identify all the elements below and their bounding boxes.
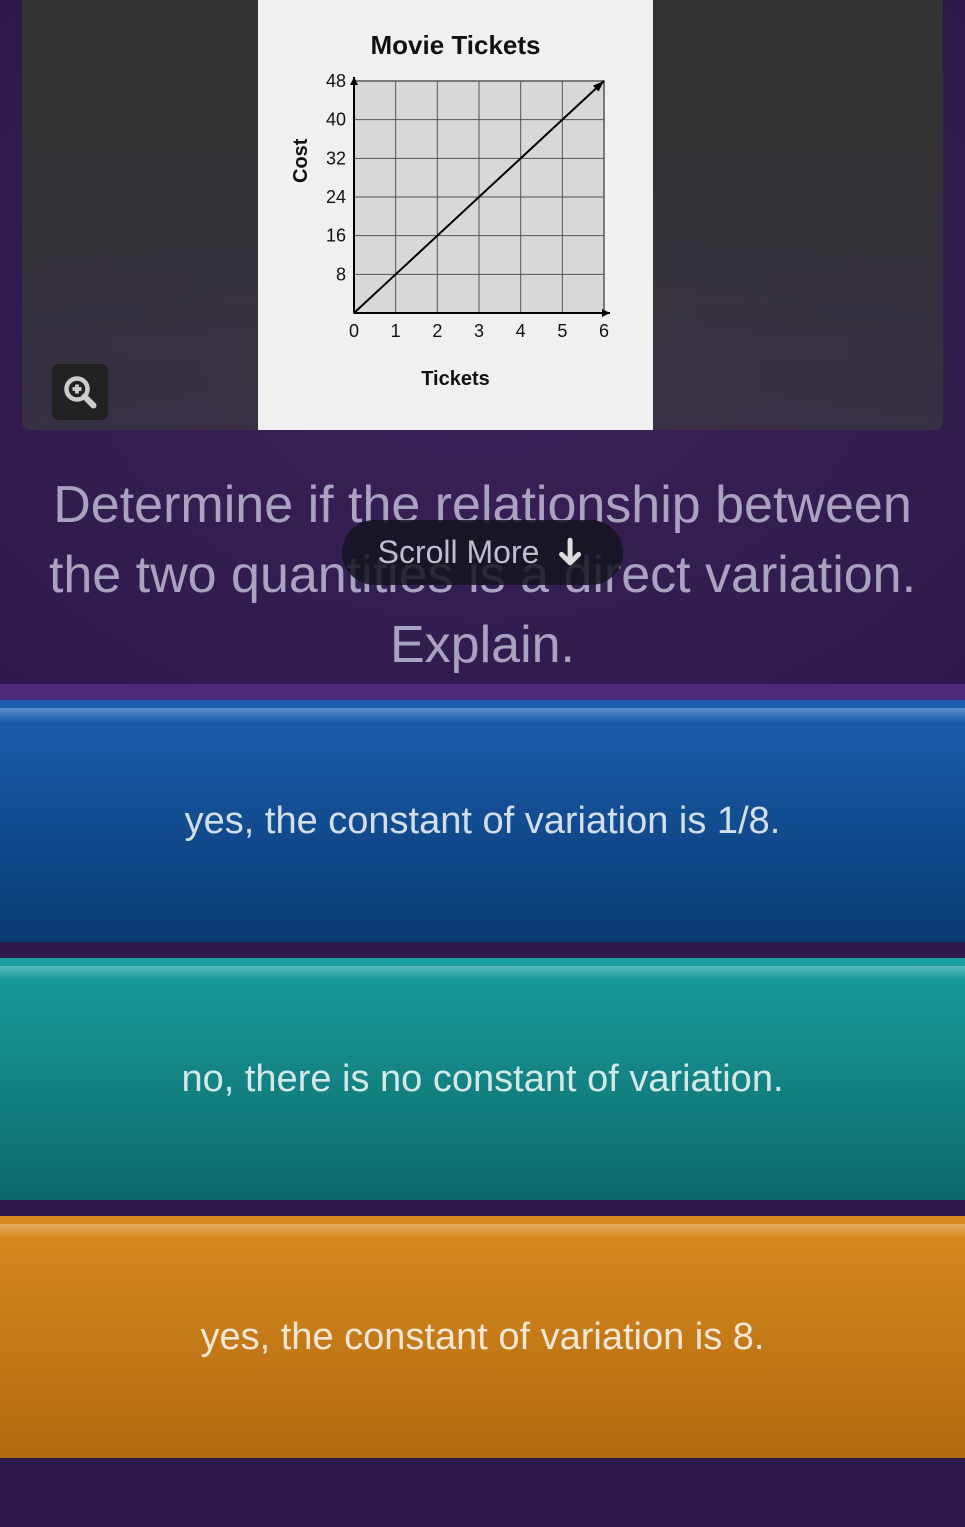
svg-text:4: 4 (515, 321, 525, 341)
chart-image: Movie Tickets Cost 0 1 2 3 4 5 6 8 16 24 32 40 48 Ti… (258, 0, 653, 430)
answer-option-1[interactable]: yes, the constant of variation is 1/8. (0, 700, 965, 942)
answer-gap (0, 684, 965, 700)
chart-card: Movie Tickets Cost 0 1 2 3 4 5 6 8 16 24 32 40 48 Ti… (22, 0, 943, 430)
chart-svg: 0 1 2 3 4 5 6 8 16 24 32 40 48 (296, 73, 616, 353)
arrow-down-icon (553, 536, 587, 570)
svg-text:1: 1 (390, 321, 400, 341)
answers-container: yes, the constant of variation is 1/8. n… (0, 684, 965, 1527)
svg-text:8: 8 (335, 264, 345, 284)
svg-text:24: 24 (325, 187, 345, 207)
answer-text: no, there is no constant of variation. (181, 1058, 783, 1101)
scroll-more-label: Scroll More (378, 534, 540, 571)
svg-text:5: 5 (557, 321, 567, 341)
answer-option-3[interactable]: yes, the constant of variation is 8. (0, 1216, 965, 1458)
zoom-button[interactable] (52, 364, 108, 420)
svg-text:0: 0 (348, 321, 358, 341)
svg-text:2: 2 (432, 321, 442, 341)
svg-text:6: 6 (598, 321, 608, 341)
chart-title: Movie Tickets (370, 30, 540, 61)
question-area: Movie Tickets Cost 0 1 2 3 4 5 6 8 16 24 32 40 48 Ti… (0, 0, 965, 684)
zoom-in-icon (62, 374, 98, 410)
svg-text:48: 48 (325, 73, 345, 91)
chart-xlabel: Tickets (296, 368, 616, 391)
answer-text: yes, the constant of variation is 1/8. (185, 800, 781, 843)
svg-text:3: 3 (473, 321, 483, 341)
svg-text:32: 32 (325, 148, 345, 168)
chart-plot: Cost 012345681624324048 Tickets (296, 73, 616, 353)
scroll-more-button[interactable]: Scroll More (342, 520, 624, 585)
answer-text: yes, the constant of variation is 8. (201, 1316, 765, 1359)
chart-ylabel: Cost (290, 139, 313, 183)
svg-text:40: 40 (325, 110, 345, 130)
answer-option-2[interactable]: no, there is no constant of variation. (0, 958, 965, 1200)
svg-text:16: 16 (325, 226, 345, 246)
